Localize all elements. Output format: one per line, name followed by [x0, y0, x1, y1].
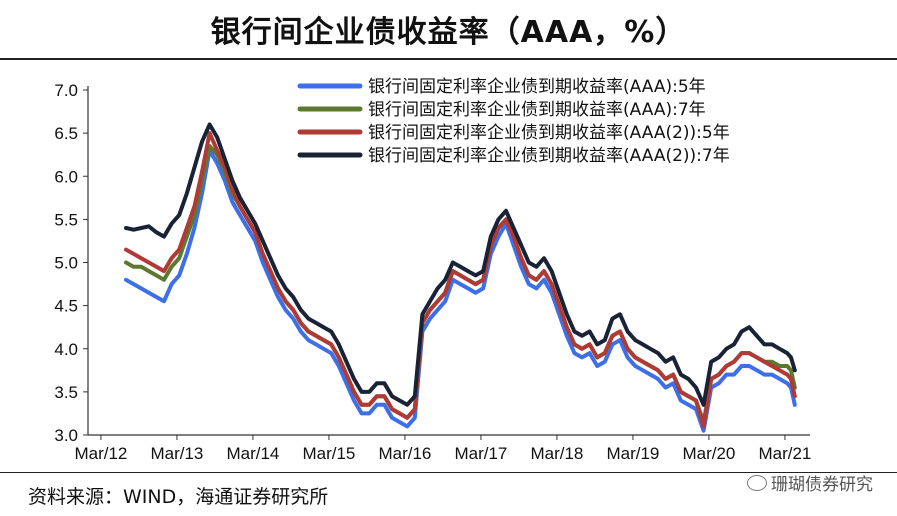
y-tick-label: 3.5 [54, 383, 78, 402]
x-tick-label: Mar/21 [758, 444, 811, 463]
x-tick-label: Mar/19 [606, 444, 659, 463]
legend-label: 银行间固定利率企业债到期收益率(AAA(2)):7年 [368, 146, 730, 166]
series-line [124, 148, 797, 433]
x-tick-label: Mar/20 [682, 444, 735, 463]
series-layer [124, 122, 797, 433]
y-tick-label: 3.0 [54, 426, 78, 445]
x-tick-label: Mar/16 [378, 444, 431, 463]
chat-bubble-icon [747, 474, 767, 491]
x-tick-label: Mar/12 [74, 444, 127, 463]
y-tick-label: 4.5 [54, 297, 78, 316]
series-line [124, 122, 797, 407]
series-line [124, 131, 797, 429]
x-tick-label: Mar/17 [454, 444, 507, 463]
x-tick-label: Mar/15 [302, 444, 355, 463]
y-tick-label: 5.5 [54, 210, 78, 229]
x-tick-label: Mar/18 [530, 444, 583, 463]
y-tick-label: 5.0 [54, 254, 78, 273]
legend-label: 银行间固定利率企业债到期收益率(AAA):7年 [368, 100, 706, 120]
y-tick-label: 4.0 [54, 340, 78, 359]
legend: 银行间固定利率企业债到期收益率(AAA):5年银行间固定利率企业债到期收益率(A… [297, 77, 730, 166]
source-note: 资料来源：WIND，海通证券研究所 [28, 486, 329, 508]
footer-rule [0, 472, 897, 473]
title-bar: 银行间企业债收益率（AAA，%） [0, 0, 897, 60]
x-tick-label: Mar/13 [150, 444, 203, 463]
legend-label: 银行间固定利率企业债到期收益率(AAA(2)):5年 [368, 123, 730, 143]
watermark-text: 珊瑚债券研究 [771, 475, 873, 495]
legend-label: 银行间固定利率企业债到期收益率(AAA):5年 [368, 77, 706, 97]
y-tick-label: 7.0 [54, 81, 78, 100]
y-tick-label: 6.0 [54, 167, 78, 186]
x-tick-label: Mar/14 [226, 444, 279, 463]
y-tick-label: 6.5 [54, 124, 78, 143]
watermark: 珊瑚债券研究 [747, 470, 873, 495]
chart-title: 银行间企业债收益率（AAA，%） [210, 15, 687, 50]
